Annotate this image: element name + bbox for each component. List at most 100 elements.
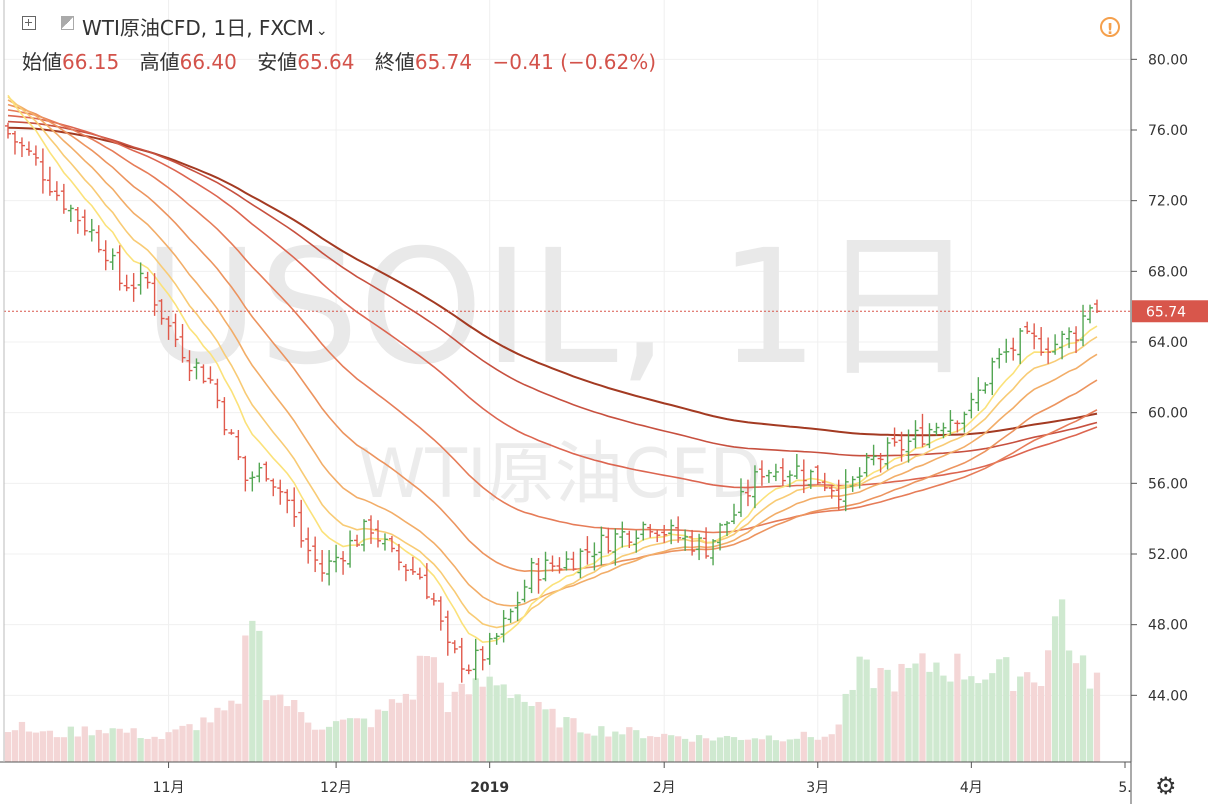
volume-bar bbox=[584, 733, 591, 762]
volume-bar bbox=[493, 685, 500, 762]
volume-bar bbox=[186, 724, 193, 762]
ohlc-bar bbox=[814, 465, 821, 485]
ohlc-bar bbox=[18, 137, 25, 158]
ohlc-bar bbox=[200, 364, 207, 384]
volume-bar bbox=[661, 733, 668, 762]
volume-bar bbox=[1017, 676, 1024, 762]
ohlc-bar bbox=[347, 530, 354, 568]
ohlc-bar bbox=[626, 530, 633, 549]
volume-bar bbox=[570, 718, 577, 762]
volume-bar bbox=[654, 736, 661, 762]
exclamation-circle-icon[interactable]: ! bbox=[1100, 17, 1120, 38]
volume-bar bbox=[1003, 657, 1010, 762]
volume-bar bbox=[367, 727, 375, 762]
ohlc-bar bbox=[409, 556, 416, 575]
volume-bar bbox=[507, 697, 514, 762]
volume-bar bbox=[863, 659, 870, 762]
volume-bar bbox=[786, 739, 793, 762]
volume-bar bbox=[947, 681, 954, 762]
y-axis: 80.00 76.00 72.00 68.00 64.00 60.00 56.00 52.00… bbox=[1131, 52, 1188, 704]
ohlc-bar bbox=[486, 632, 493, 665]
ohlc-bar bbox=[535, 558, 542, 594]
volume-bar bbox=[130, 728, 137, 762]
ohlc-bar bbox=[856, 467, 863, 489]
ohlc-bar bbox=[751, 465, 758, 509]
volume-bar bbox=[409, 699, 417, 762]
ohlc-bar bbox=[577, 548, 584, 579]
ohlc-bar bbox=[1073, 326, 1080, 354]
volume-bars bbox=[4, 599, 1101, 762]
symbol-title[interactable]: WTI原油CFD, 1日, FXCM bbox=[82, 16, 314, 40]
volume-bar bbox=[1024, 672, 1031, 762]
ohlc-bar bbox=[402, 563, 409, 582]
volume-bar bbox=[577, 732, 584, 762]
ohlc-bar bbox=[772, 463, 779, 482]
volume-bar bbox=[214, 707, 221, 762]
ohlc-bar bbox=[940, 422, 947, 439]
low-value: 65.64 bbox=[297, 50, 355, 74]
price-bars bbox=[5, 122, 1100, 683]
ohlc-bar bbox=[123, 274, 130, 292]
expand-icon[interactable] bbox=[22, 16, 36, 30]
ohlc-bar bbox=[1010, 337, 1017, 361]
volume-bar bbox=[702, 738, 710, 762]
ohlc-bar bbox=[835, 479, 842, 510]
volume-bar bbox=[961, 679, 968, 762]
ohlc-bar bbox=[696, 533, 703, 561]
volume-bar bbox=[989, 673, 996, 762]
ohlc-bar bbox=[214, 378, 221, 409]
ohlc-bar bbox=[779, 458, 786, 486]
ohlc-legend: 始値66.15 高値66.40 安値65.64 終値65.74 −0.41 (−… bbox=[22, 46, 670, 75]
volume-bar bbox=[109, 728, 116, 762]
volume-bar bbox=[821, 736, 828, 762]
volume-bar bbox=[458, 683, 465, 762]
ohlc-bar bbox=[514, 591, 521, 622]
ohlc-bar bbox=[381, 533, 388, 551]
ohlc-bar bbox=[724, 521, 731, 537]
chevron-down-icon[interactable]: ⌄ bbox=[315, 23, 328, 39]
ohlc-bar bbox=[765, 469, 772, 483]
volume-bar bbox=[332, 721, 340, 762]
ohlc-bar bbox=[1038, 327, 1045, 356]
ohlc-bar bbox=[842, 469, 849, 512]
volume-bar bbox=[800, 731, 807, 762]
ohlc-bar bbox=[312, 536, 319, 573]
ohlc-bar bbox=[479, 646, 486, 671]
ohlc-bar bbox=[172, 313, 179, 348]
ohlc-bar bbox=[717, 522, 724, 551]
volume-bar bbox=[842, 693, 849, 762]
volume-bar bbox=[465, 694, 472, 762]
x-tick-label: 5. bbox=[1118, 780, 1131, 796]
volume-bar bbox=[1010, 691, 1017, 762]
ohlc-bar bbox=[654, 530, 661, 543]
ohlc-bar bbox=[165, 316, 172, 340]
volume-bar bbox=[284, 706, 291, 762]
ohlc-bar bbox=[989, 357, 996, 396]
volume-bar bbox=[388, 699, 396, 762]
volume-bar bbox=[381, 710, 389, 762]
ohlc-bar bbox=[298, 499, 305, 548]
ohlc-bar bbox=[249, 471, 256, 492]
ohlc-bar bbox=[277, 479, 284, 505]
open-value: 66.15 bbox=[62, 50, 120, 74]
ohlc-bar bbox=[437, 596, 444, 631]
volume-bar bbox=[856, 656, 863, 762]
ohlc-bar bbox=[591, 542, 598, 571]
ohlc-bar bbox=[472, 638, 479, 680]
ohlc-bar bbox=[179, 324, 186, 363]
volume-bar bbox=[346, 718, 354, 762]
ohlc-bar bbox=[333, 544, 340, 573]
volume-bar bbox=[870, 688, 877, 762]
y-tick-label: 48.00 bbox=[1148, 618, 1188, 634]
volume-bar bbox=[137, 738, 144, 762]
ohlc-bar bbox=[361, 519, 368, 552]
gear-icon[interactable]: ⚙ bbox=[1155, 772, 1177, 800]
ohlc-bar bbox=[563, 551, 570, 571]
volume-bar bbox=[395, 702, 403, 762]
volume-bar bbox=[514, 694, 521, 762]
volume-bar bbox=[472, 678, 479, 762]
volume-bar bbox=[444, 712, 451, 762]
ohlc-bar bbox=[39, 148, 46, 194]
volume-bar bbox=[688, 741, 696, 762]
